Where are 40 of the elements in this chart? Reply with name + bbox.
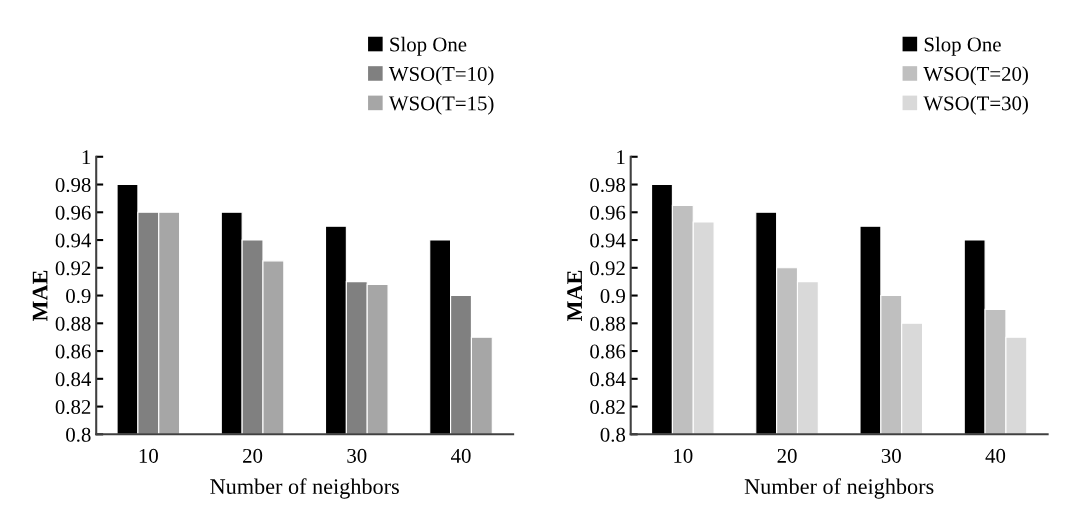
y-tick-label: 0.9 (66, 288, 91, 304)
y-tick-label: 0.92 (55, 261, 91, 276)
x-axis-title: Number of neighbors (210, 478, 399, 499)
legend-label: WSO(T=15) (388, 95, 494, 115)
y-tick-label: 0.9 (600, 288, 625, 304)
x-tick-label: 10 (139, 448, 158, 463)
y-tick-label: 1 (82, 150, 91, 164)
y-tick-label: 0.84 (55, 372, 92, 387)
legend-label: WSO(T=10) (388, 66, 494, 86)
legend-label: WSO(T=20) (923, 66, 1028, 86)
y-axis-title: MAE (567, 270, 582, 322)
x-tick-label: 30 (347, 448, 367, 463)
x-axis-title: Number of neighbors (744, 478, 934, 499)
x-tick-label: 10 (674, 448, 693, 463)
y-tick-label: 0.94 (55, 233, 92, 248)
legend-label: Slop One (390, 36, 467, 56)
y-tick-label: 0.88 (55, 316, 91, 331)
x-tick-label: 30 (881, 448, 901, 463)
x-tick-label: 20 (777, 448, 797, 463)
y-tick-label: 0.8 (66, 427, 91, 442)
y-tick-label: 0.86 (55, 344, 91, 359)
y-tick-label: 0.88 (590, 316, 626, 331)
y-tick-label: 0.96 (590, 205, 626, 220)
y-tick-label: 0.82 (55, 399, 91, 415)
y-tick-label: 0.98 (55, 177, 91, 193)
x-tick-label: 20 (243, 448, 263, 463)
y-tick-label: 0.94 (590, 233, 626, 248)
x-tick-label: 40 (985, 448, 1006, 463)
y-tick-label: 0.86 (590, 344, 626, 359)
y-tick-label: 0.84 (590, 372, 626, 387)
y-axis-title: MAE (32, 270, 48, 322)
y-tick-label: 0.98 (590, 177, 626, 193)
y-tick-label: 0.8 (600, 427, 626, 442)
y-tick-label: 0.92 (590, 261, 625, 276)
x-tick-label: 40 (451, 448, 471, 463)
y-tick-label: 0.96 (55, 205, 91, 220)
legend-label: WSO(T=30) (923, 95, 1028, 115)
legend-label: Slop One (924, 36, 1001, 56)
y-tick-label: 0.82 (590, 399, 625, 415)
y-tick-label: 1 (617, 150, 625, 164)
